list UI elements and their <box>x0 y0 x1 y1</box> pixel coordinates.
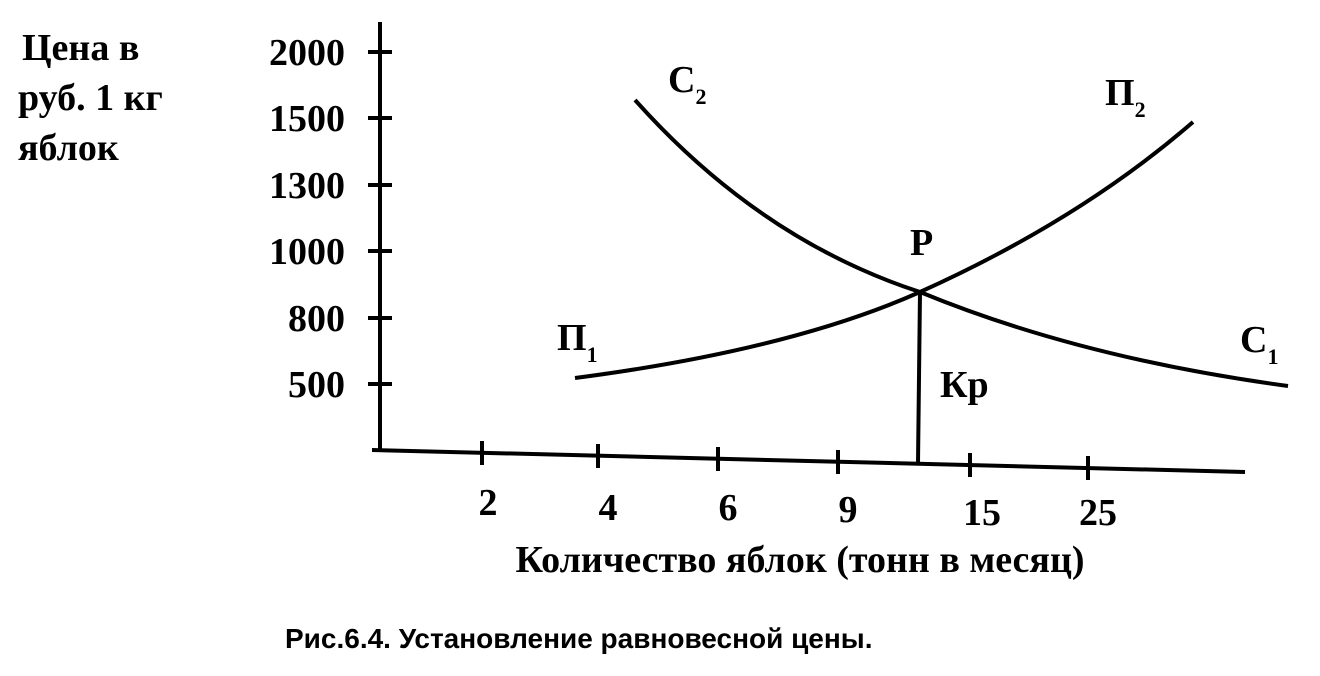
curve-label: П1 <box>557 317 598 367</box>
equilibrium-line <box>916 291 922 464</box>
point-label: Кр <box>940 364 989 406</box>
supply-curve <box>574 120 1195 380</box>
x-tick-label: 6 <box>719 487 738 529</box>
demand-curve <box>633 98 1289 388</box>
curve-label: С1 <box>1240 319 1278 369</box>
point-label: Р <box>910 222 933 264</box>
curve-label: С2 <box>668 59 706 109</box>
caption: Рис.6.4. Установление равновесной цены. <box>285 623 872 654</box>
x-tick-label: 2 <box>479 482 498 524</box>
y-tick-label: 1500 <box>269 98 345 140</box>
x-label: Количество яблок (тонн в месяц) <box>515 539 1084 581</box>
y-label: яблок <box>18 127 119 169</box>
y-tick-label: 800 <box>288 298 345 340</box>
y-tick-label: 2000 <box>269 32 345 74</box>
curve-label: П2 <box>1105 72 1146 122</box>
x-tick-label: 9 <box>839 489 858 531</box>
y-ticks <box>368 50 392 386</box>
x-tick-label: 25 <box>1079 492 1117 534</box>
y-label: Цена в <box>22 27 139 69</box>
y-tick-label: 500 <box>288 364 345 406</box>
y-tick-label: 1000 <box>269 231 345 273</box>
y-tick-label: 1300 <box>269 165 345 207</box>
x-tick-label: 15 <box>963 492 1001 534</box>
x-tick-label: 4 <box>599 487 618 529</box>
x-axis <box>371 448 1246 474</box>
x-ticks <box>480 441 1090 480</box>
y-label: руб. 1 кг <box>18 77 163 119</box>
